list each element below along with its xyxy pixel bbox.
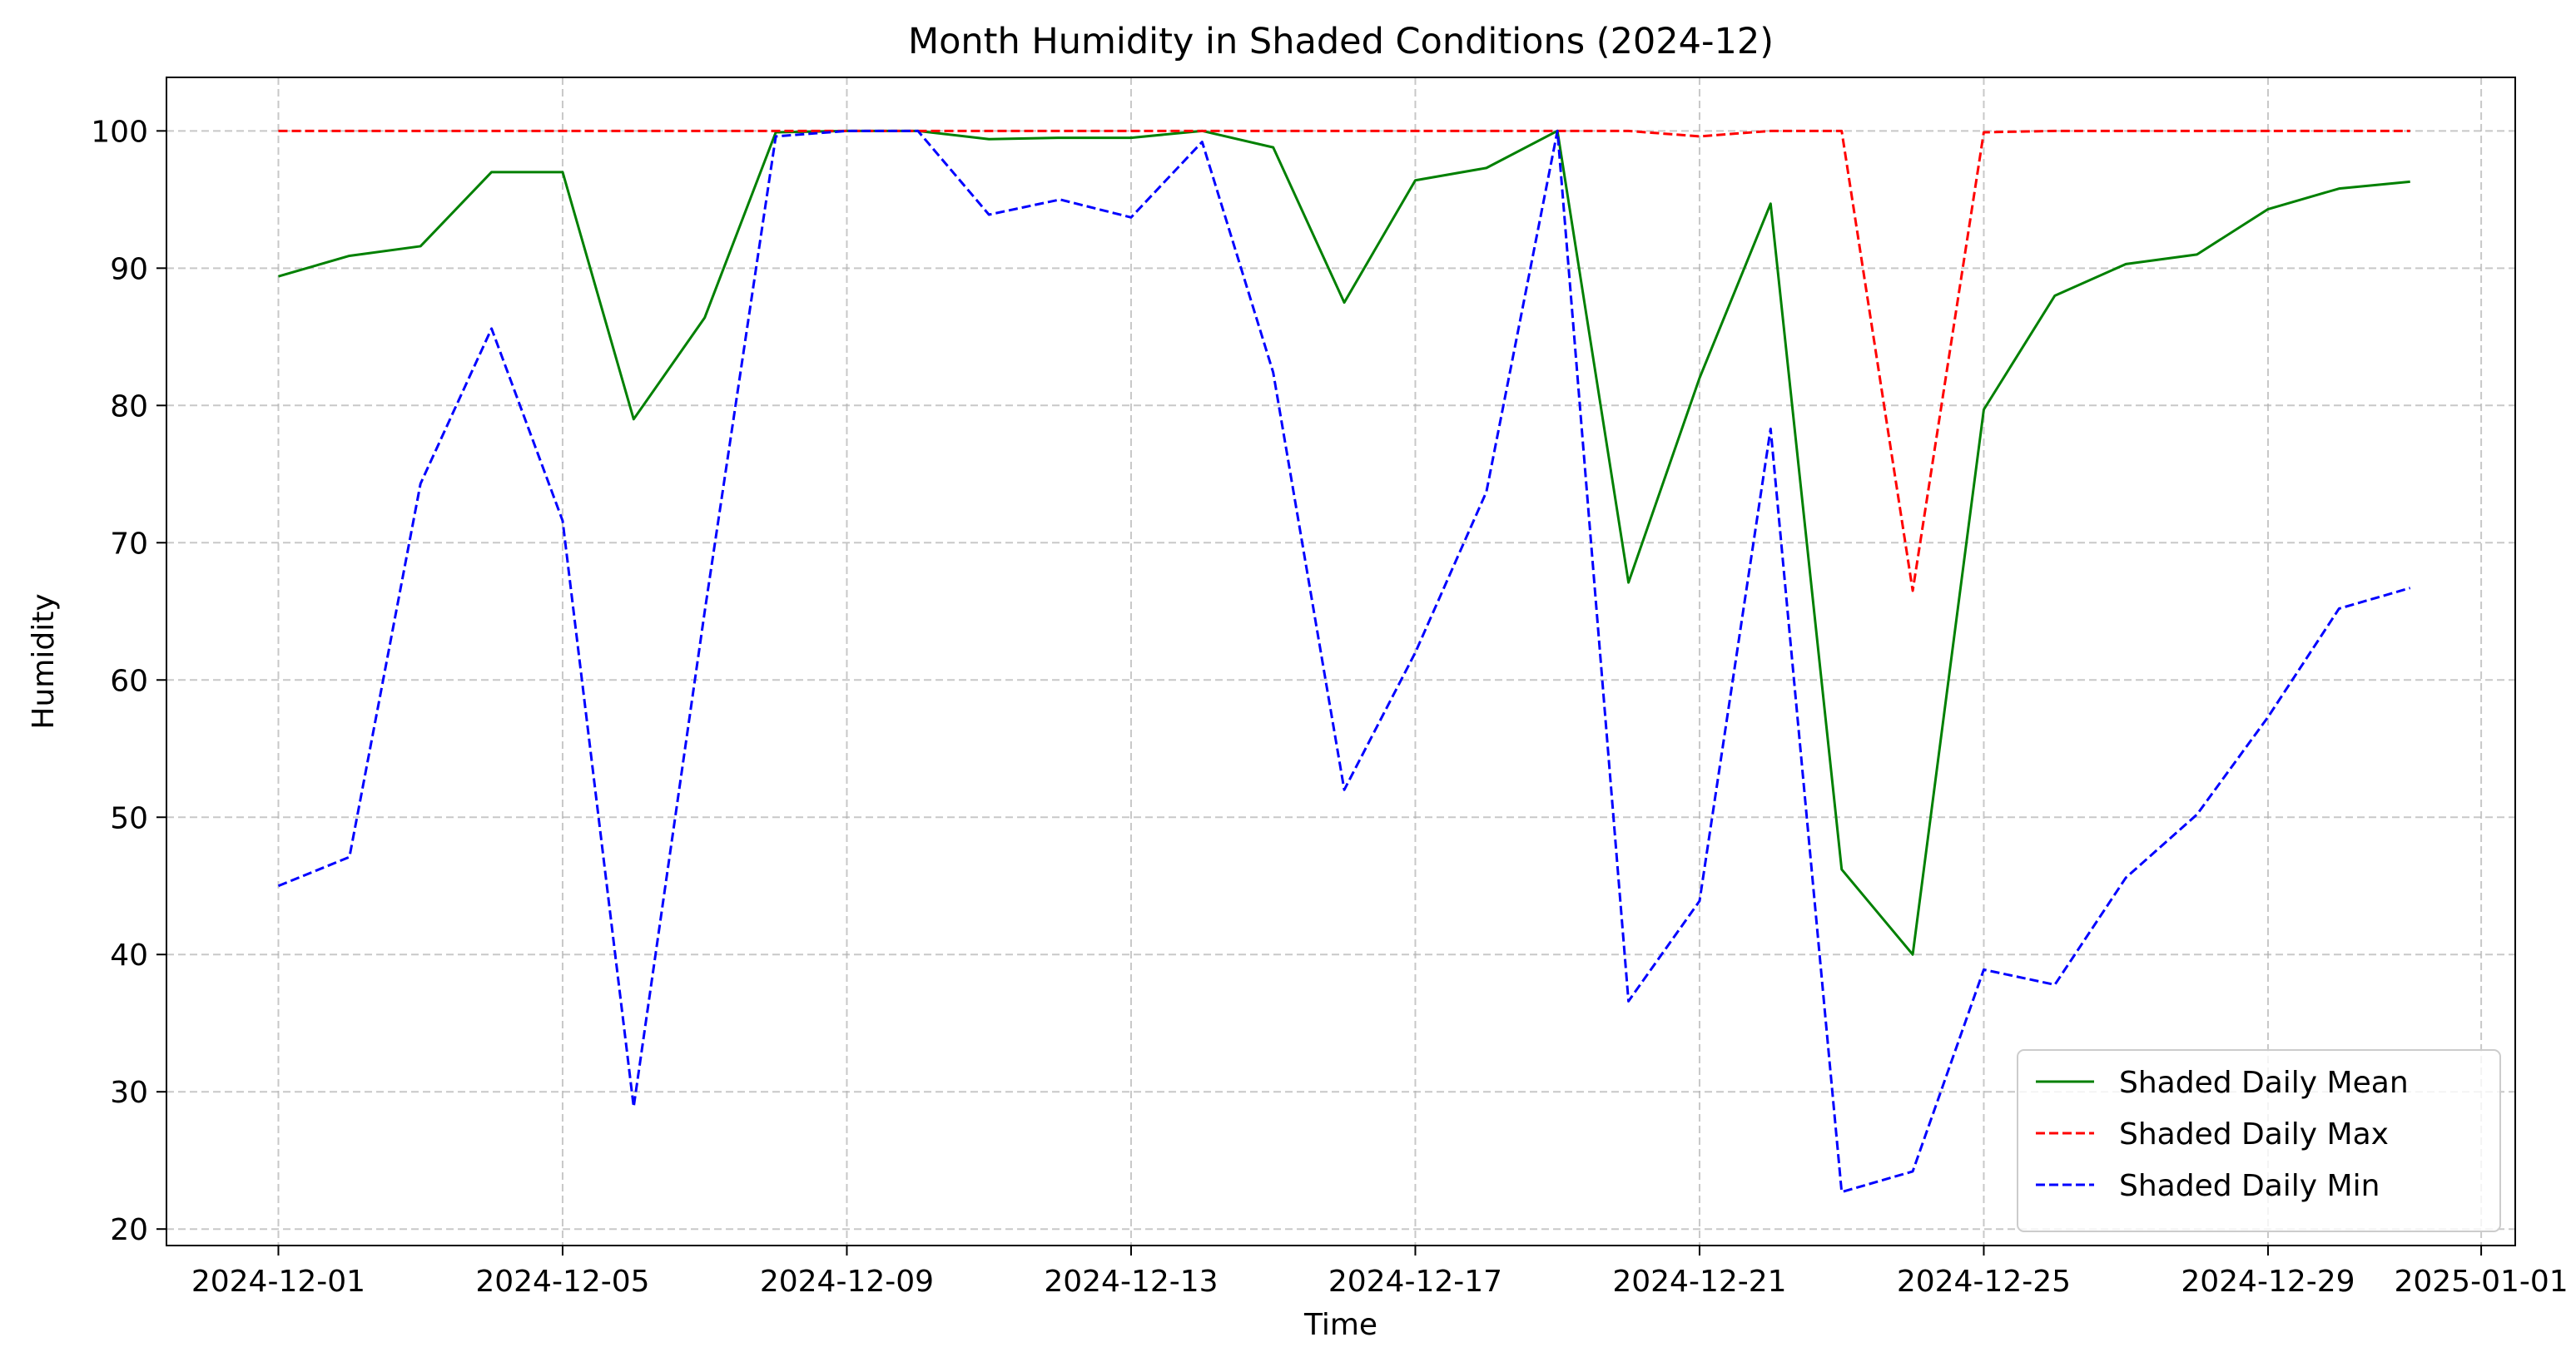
- y-tick-label: 60: [110, 664, 148, 698]
- x-tick-label: 2024-12-09: [760, 1265, 934, 1299]
- y-tick-label: 20: [110, 1213, 148, 1247]
- x-tick-label: 2024-12-17: [1328, 1265, 1502, 1299]
- series-line-2: [278, 129, 2410, 592]
- legend-label: Shaded Daily Max: [2119, 1117, 2389, 1152]
- y-tick-label: 100: [91, 115, 148, 149]
- x-axis-label: Time: [1303, 1308, 1377, 1342]
- x-axis-ticks: 2024-12-01 2024-12-05 2024-12-09 2024-12-13…: [191, 1246, 2569, 1299]
- x-tick-label: 2024-12-25: [1897, 1265, 2071, 1299]
- series-line-1: [278, 129, 2410, 956]
- x-tick-label: 2024-12-01: [191, 1265, 365, 1299]
- y-axis-ticks: 20 30 40 50 60 70 80 90 100: [91, 115, 166, 1247]
- y-tick-label: 40: [110, 939, 148, 973]
- x-tick-label: 2024-12-29: [2181, 1265, 2355, 1299]
- series-line-3: [277, 129, 2411, 1194]
- legend-box: [2017, 1049, 2501, 1232]
- y-tick-label: 80: [110, 389, 148, 423]
- x-tick-label: 2025-01-01: [2394, 1265, 2568, 1299]
- y-tick-label: 90: [110, 252, 148, 286]
- x-tick-label: 2024-12-13: [1044, 1265, 1218, 1299]
- x-tick-label: 2024-12-05: [475, 1265, 649, 1299]
- plot-area-frame: [166, 77, 2516, 1246]
- legend-label: Shaded Daily Mean: [2119, 1066, 2409, 1100]
- y-tick-label: 70: [110, 527, 148, 561]
- legend-label: Shaded Daily Min: [2119, 1169, 2380, 1203]
- x-tick-label: 2024-12-21: [1612, 1265, 1786, 1299]
- chart-title: Month Humidity in Shaded Conditions (202…: [908, 21, 1774, 62]
- y-axis-label: Humidity: [27, 593, 61, 729]
- legend: Shaded Daily Mean Shaded Daily Max Shaded …: [2017, 1049, 2501, 1232]
- y-tick-label: 30: [110, 1076, 148, 1110]
- y-tick-label: 50: [110, 801, 148, 835]
- series-lines: [277, 129, 2411, 1194]
